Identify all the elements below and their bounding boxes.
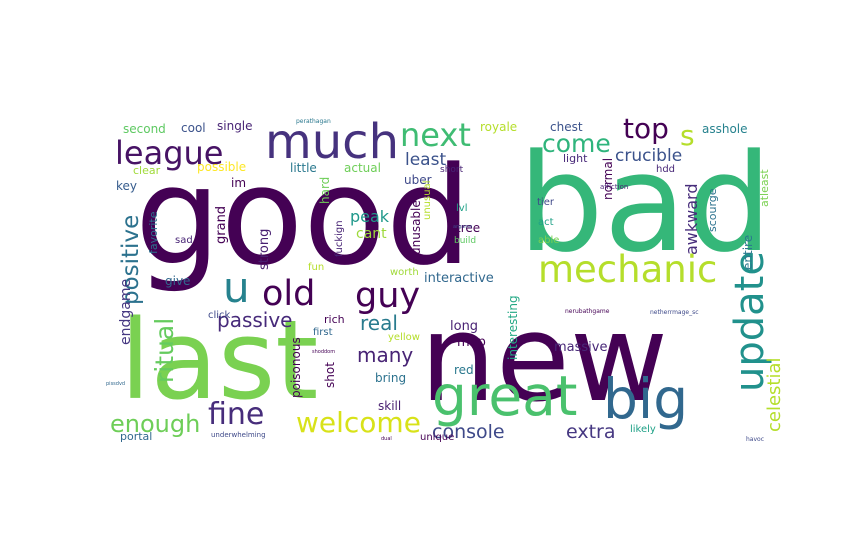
word-netherrmage-sc: netherrmage_sc — [650, 309, 699, 316]
word-act: act — [538, 217, 554, 228]
word-welcome: welcome — [296, 406, 421, 439]
word-possible: possible — [197, 160, 246, 174]
word-atleast: atleast — [758, 169, 771, 207]
word-great: great — [432, 364, 577, 428]
word-positive: positive — [118, 215, 144, 305]
word-fun: fun — [308, 262, 324, 273]
word-key: key — [116, 179, 137, 193]
word-endgame: endgame — [118, 279, 134, 345]
word-fine: fine — [208, 397, 264, 432]
word-rich: rich — [324, 313, 345, 326]
word-crucible: crucible — [615, 146, 682, 166]
word-new: new — [420, 290, 668, 429]
word-grand: grand — [214, 206, 229, 244]
word-update: update — [727, 251, 773, 392]
word-give: give — [165, 274, 190, 288]
word-perathagan: perathagan — [296, 118, 331, 125]
word-interesting: interesting — [506, 295, 520, 360]
word-extra: extra — [566, 421, 616, 443]
word-cant: cant — [356, 226, 387, 242]
word-unusable: unusable — [409, 200, 423, 255]
word-portal: portal — [120, 430, 152, 443]
word-top: top — [623, 112, 669, 145]
word-u: u — [223, 263, 250, 312]
word-sad: sad — [175, 235, 193, 246]
word-map: map — [457, 335, 486, 350]
word-awkward: awkward — [682, 184, 701, 256]
word-im: im — [231, 176, 246, 190]
word-passive: passive — [217, 308, 293, 332]
word-able: able — [538, 235, 559, 246]
word-first: first — [313, 327, 333, 338]
word-big: big — [603, 367, 688, 431]
word-chest: chest — [550, 120, 583, 134]
word-many: many — [357, 343, 413, 367]
word-light: light — [563, 152, 588, 165]
word-royale: royale — [480, 120, 517, 134]
word-next: next — [400, 116, 471, 154]
word-ritual: ritual — [150, 318, 179, 383]
word-havoc: havoc — [746, 436, 764, 443]
word-enough: enough — [110, 410, 200, 438]
word-entire: entire — [741, 235, 755, 270]
word-league: league — [115, 134, 223, 172]
word-lvl: lvl — [456, 203, 467, 214]
word-bring: bring — [375, 371, 406, 385]
word-long: long — [450, 319, 478, 334]
word-actual: actual — [344, 161, 381, 175]
word-cool: cool — [181, 121, 206, 135]
word-worth: worth — [390, 267, 419, 278]
word-afflction: afflction — [600, 183, 628, 191]
word-hdd: hdd — [656, 164, 675, 175]
word-red: red — [454, 363, 474, 377]
word-likely: likely — [630, 424, 656, 435]
word-hard: hard — [318, 177, 332, 204]
word-uber: uber — [404, 173, 432, 187]
word-yellow: yellow — [388, 332, 420, 343]
word-much: much — [265, 114, 399, 170]
word-console: console — [432, 421, 505, 443]
word-little: little — [290, 161, 317, 175]
word-pissdvd: pissdvd — [106, 381, 125, 387]
word-normal: normal — [601, 158, 615, 200]
word-shot: shot — [323, 362, 337, 388]
word-underwhelming: underwhelming — [211, 431, 266, 439]
word-peak: peak — [350, 207, 390, 226]
word-real: real — [360, 311, 398, 335]
word-shoddom: shoddom — [312, 349, 335, 355]
word-fuckign: fuckign — [334, 220, 345, 257]
word-come: come — [542, 129, 611, 158]
word-old: old — [262, 274, 315, 314]
word-favorite: favorite — [147, 211, 160, 254]
word-bad: bad — [518, 125, 772, 282]
word-dual: dual — [381, 436, 392, 442]
word-clear: clear — [133, 164, 161, 177]
word-tree: tree — [456, 221, 480, 235]
word-least: least — [405, 150, 446, 170]
word-unusual: unusual — [422, 181, 433, 220]
word-build: build — [454, 236, 476, 246]
word-massive: massive — [554, 340, 607, 355]
word-last: last — [120, 296, 318, 424]
word-strong: strong — [257, 229, 272, 270]
word-good: good — [135, 138, 472, 295]
word-celestial: celestial — [764, 357, 785, 432]
word-mechanic: mechanic — [538, 248, 717, 291]
word-scourge: scourge — [706, 188, 719, 232]
word-single: single — [217, 119, 253, 133]
word-argame: argame — [453, 224, 472, 230]
word-nerubathgame: nerubathgame — [565, 308, 610, 315]
word-poisonous: poisonous — [289, 337, 303, 398]
word-tier: tier — [537, 197, 555, 208]
word-guy: guy — [355, 276, 420, 316]
word-second: second — [123, 122, 166, 136]
word-short: short — [440, 165, 464, 175]
word-s: s — [680, 119, 695, 152]
word-click: click — [208, 310, 231, 321]
word-asshole: asshole — [702, 122, 748, 136]
word-unique: unique — [420, 432, 454, 443]
word-interactive: interactive — [424, 271, 494, 286]
word-skill: skill — [378, 399, 401, 413]
